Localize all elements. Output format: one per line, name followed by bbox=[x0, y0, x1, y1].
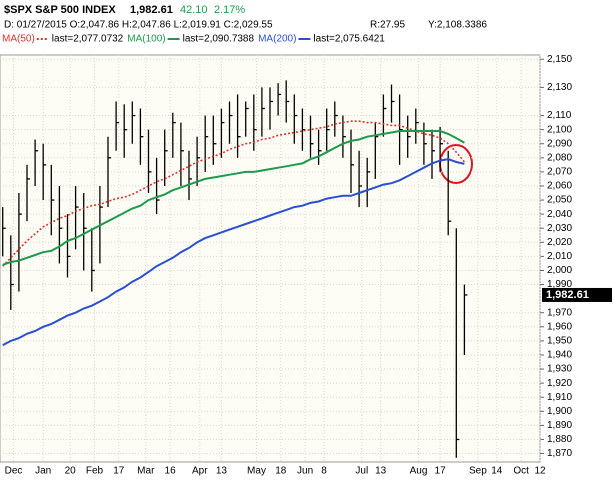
y-tick-label: 1,950 bbox=[547, 336, 572, 347]
y-tick-label: 2,110 bbox=[547, 110, 572, 121]
y-tick-label: 1,880 bbox=[547, 434, 572, 445]
x-tick-label: May bbox=[247, 466, 266, 477]
y-tick-label: 2,000 bbox=[547, 265, 572, 276]
last-price-label: 1,982.61 bbox=[546, 289, 589, 301]
y-tick-label: 1,870 bbox=[547, 448, 572, 459]
x-tick-label: Jul bbox=[355, 466, 368, 477]
y-tick-label: 1,920 bbox=[547, 378, 572, 389]
x-tick-label: 13 bbox=[375, 466, 387, 477]
y-tick-label: 2,100 bbox=[547, 124, 572, 135]
ohlc-line: D: 01/27/2015 O:2,047.86 H:2,047.86 L:2,… bbox=[4, 20, 273, 31]
y-tick-label: 2,090 bbox=[547, 138, 572, 149]
y-tick-label: 2,150 bbox=[547, 54, 572, 65]
x-tick-label: Feb bbox=[86, 466, 104, 477]
x-tick-label: 18 bbox=[275, 466, 287, 477]
x-tick-label: Dec bbox=[5, 466, 23, 477]
x-tick-label: 13 bbox=[216, 466, 228, 477]
change: 42.10 bbox=[180, 4, 208, 16]
y-value: Y:2,108.3386 bbox=[428, 20, 487, 31]
legend-name: MA(50) bbox=[2, 34, 35, 45]
ma-line bbox=[2, 158, 465, 346]
y-tick-label: 1,970 bbox=[547, 307, 572, 318]
y-tick-label: 1,990 bbox=[547, 279, 572, 290]
legend-name: MA(100) bbox=[127, 34, 165, 45]
x-tick-label: 8 bbox=[321, 466, 327, 477]
price: 1,982.61 bbox=[130, 4, 173, 16]
r-value: R:27.95 bbox=[370, 20, 405, 31]
y-tick-label: 1,910 bbox=[547, 392, 572, 403]
last-price-badge bbox=[542, 287, 612, 302]
x-tick-label: Aug bbox=[410, 466, 428, 477]
x-tick-label: Jun bbox=[297, 466, 313, 477]
legend-detail: last=2,090.7388 bbox=[183, 34, 255, 45]
ma-line bbox=[2, 130, 465, 266]
x-tick-label: Apr bbox=[192, 466, 208, 477]
legend-name: MA(200) bbox=[258, 34, 296, 45]
y-tick-label: 1,960 bbox=[547, 321, 572, 332]
y-tick-label: 1,900 bbox=[547, 406, 572, 417]
x-tick-label: 17 bbox=[435, 466, 447, 477]
x-tick-label: 16 bbox=[165, 466, 177, 477]
y-tick-label: 2,070 bbox=[547, 167, 572, 178]
y-tick-label: 2,130 bbox=[547, 82, 572, 93]
symbol: $SPX S&P 500 INDEX bbox=[4, 4, 116, 16]
y-tick-label: 2,050 bbox=[547, 195, 572, 206]
y-tick-label: 2,040 bbox=[547, 209, 572, 220]
y-tick-label: 2,080 bbox=[547, 152, 572, 163]
x-tick-label: 12 bbox=[534, 466, 546, 477]
x-tick-label: 20 bbox=[65, 466, 77, 477]
legend-detail: last=2,075.6421 bbox=[313, 34, 385, 45]
x-tick-label: Mar bbox=[137, 466, 155, 477]
y-tick-label: 1,940 bbox=[547, 350, 572, 361]
y-tick-label: 2,030 bbox=[547, 223, 572, 234]
ma-line bbox=[2, 120, 466, 267]
y-tick-label: 1,930 bbox=[547, 364, 572, 375]
x-tick-label: 17 bbox=[113, 466, 125, 477]
change-pct: 2.17% bbox=[214, 4, 245, 16]
y-tick-label: 2,060 bbox=[547, 181, 572, 192]
y-tick-label: 1,890 bbox=[547, 420, 572, 431]
legend-detail: last=2,077.0732 bbox=[52, 34, 124, 45]
x-tick-label: Oct bbox=[513, 466, 529, 477]
x-tick-label: Sep bbox=[469, 466, 487, 477]
y-tick-label: 2,020 bbox=[547, 237, 572, 248]
y-tick-label: 2,010 bbox=[547, 251, 572, 262]
x-tick-label: 14 bbox=[491, 466, 503, 477]
x-tick-label: Jan bbox=[35, 466, 51, 477]
